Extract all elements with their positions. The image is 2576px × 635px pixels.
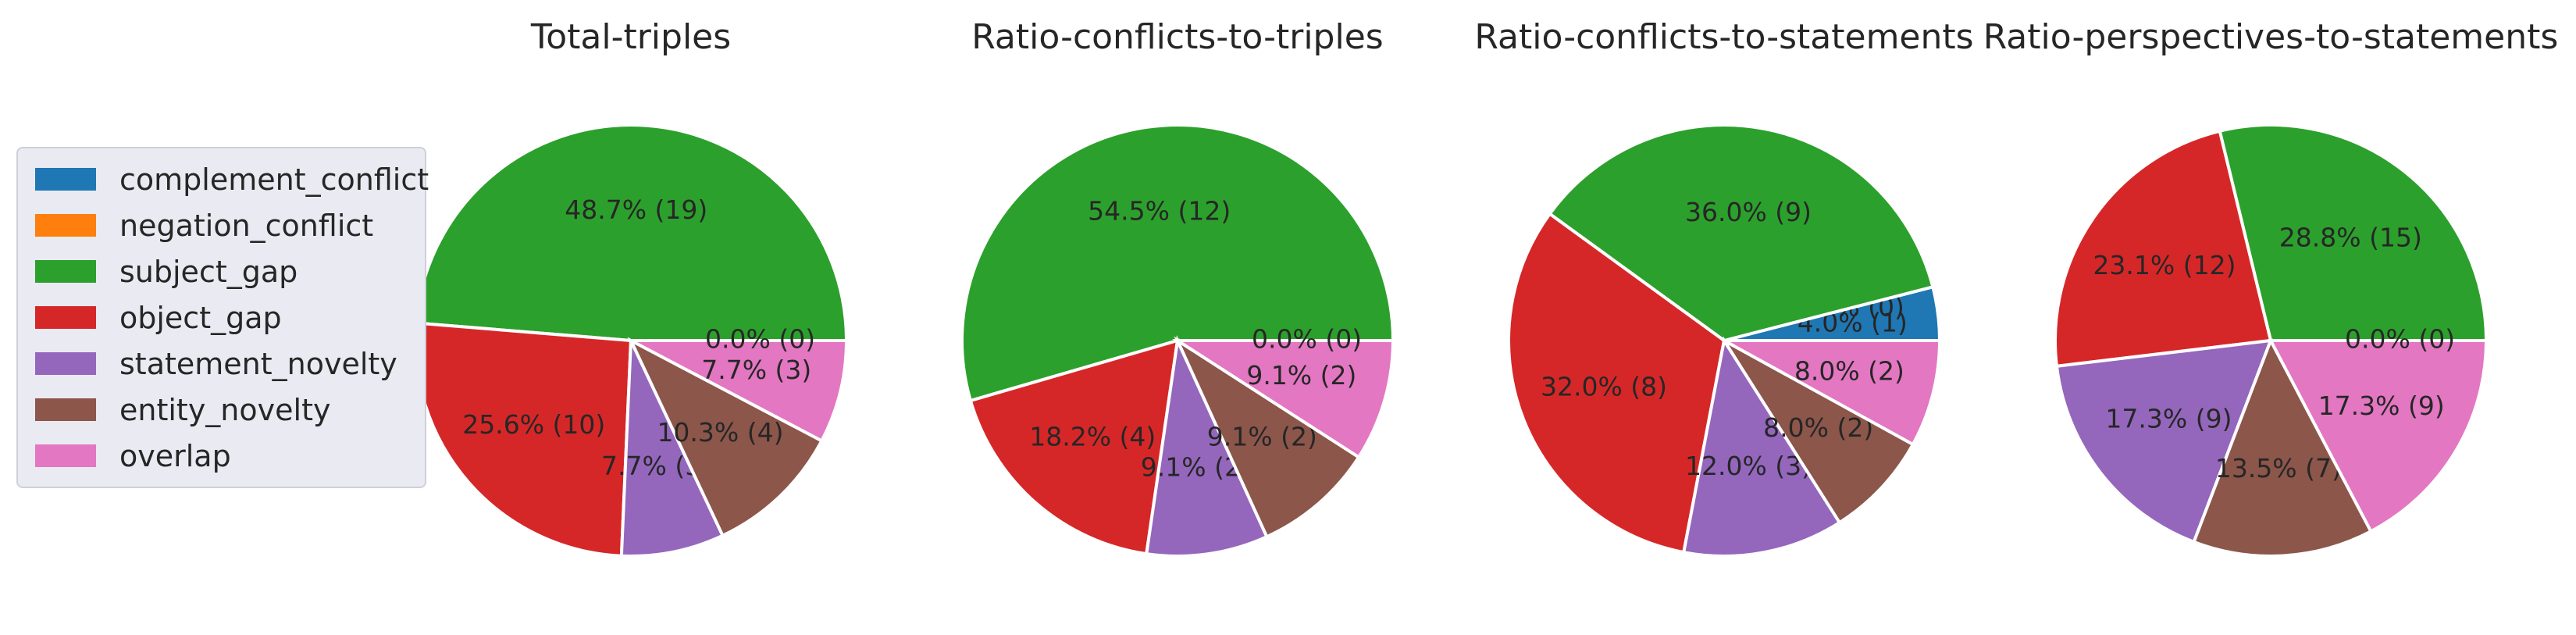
pie-slice-subject-gap <box>1547 123 1935 343</box>
pie-slice-entity-novelty <box>1174 336 1361 539</box>
slice-label: 25.6% (10) <box>462 409 605 440</box>
legend-label: subject_gap <box>119 254 298 289</box>
legend-item-negation-conflict: negation_conflict <box>35 202 425 248</box>
slice-label: 9.1% (2) <box>1246 360 1356 391</box>
legend-label: negation_conflict <box>119 208 374 243</box>
legend-label: overlap <box>119 438 231 473</box>
slice-label: 17.3% (9) <box>2105 403 2232 433</box>
legend-swatch <box>35 214 96 237</box>
slice-label: 54.5% (12) <box>1088 196 1231 227</box>
legend-item-object-gap: object_gap <box>35 294 425 341</box>
pie-slice-overlap <box>630 339 849 444</box>
slice-label: 17.3% (9) <box>2318 391 2445 421</box>
pie-slice-object-gap <box>2054 129 2273 369</box>
legend-swatch <box>35 398 96 421</box>
legend-item-complement-conflict: complement_conflict <box>35 156 429 202</box>
pie-chart-4: Ratio-perspectives-to-statements 28.8% (1… <box>1983 17 2559 558</box>
slice-label: 36.0% (9) <box>1685 197 1812 227</box>
legend-label: object_gap <box>119 300 282 335</box>
legend-item-entity-novelty: entity_novelty <box>35 387 425 433</box>
slice-label: 0.0% (0) <box>705 324 815 355</box>
pie-slice-overlap <box>2268 339 2489 534</box>
slice-label: 0.0% (0) <box>1252 324 1362 355</box>
slice-label: 28.8% (15) <box>2279 222 2422 252</box>
chart-title: Ratio-conflicts-to-statements <box>1474 17 1973 57</box>
legend-swatch <box>35 306 96 329</box>
legend-swatch <box>35 352 96 375</box>
legend-label: statement_novelty <box>119 346 397 381</box>
pie-slice-entity-novelty <box>627 337 825 538</box>
legend-item-subject-gap: subject_gap <box>35 248 425 294</box>
pie-slice-entity-novelty <box>2192 337 2374 558</box>
pie-slice-subject-gap <box>414 123 849 342</box>
legend-label: entity_novelty <box>119 392 331 427</box>
legend-swatch <box>35 168 96 191</box>
slice-label: 23.1% (12) <box>2093 250 2236 280</box>
pie-slice-object-gap <box>1507 211 1726 555</box>
slice-label: 12.0% (3) <box>1685 451 1812 481</box>
slice-label: 48.7% (19) <box>565 194 707 225</box>
pie-slice-overlap <box>1172 339 1395 460</box>
chart-title: Total-triples <box>530 17 731 57</box>
pie-chart-2: Ratio-conflicts-to-triples 54.5% (12) 18.2… <box>960 17 1395 558</box>
chart-title: Ratio-perspectives-to-statements <box>1983 17 2559 57</box>
legend-item-statement-novelty: statement_novelty <box>35 341 425 387</box>
pie-slice-object-gap <box>968 338 1180 556</box>
slice-label: 13.5% (7) <box>2215 453 2342 483</box>
pie-chart-1: Total-triples 48.7% (19) 25.6% (10) 7.7% (3… <box>414 17 849 558</box>
slice-label: 8.0% (2) <box>1763 412 1873 443</box>
legend-swatch <box>35 260 96 283</box>
slice-label: 9.1% (2) <box>1207 422 1317 452</box>
slice-label: 32.0% (8) <box>1541 371 1667 401</box>
slice-label: 8.0% (2) <box>1794 356 1904 387</box>
legend-item-overlap: overlap <box>35 433 425 479</box>
pie-slice-statement-novelty <box>2054 338 2274 544</box>
pie-slice-overlap <box>1723 339 1942 447</box>
slice-label: 18.2% (4) <box>1029 421 1156 451</box>
pie-slice-statement-novelty <box>1144 334 1270 558</box>
pie-slice-statement-novelty <box>619 340 725 558</box>
slice-label: 10.3% (4) <box>657 417 783 448</box>
pie-slice-subject-gap <box>2218 123 2489 342</box>
slice-label: 0.0% (0) <box>2345 324 2455 355</box>
legend-label: complement_conflict <box>119 162 429 197</box>
legend-swatch <box>35 444 96 467</box>
slice-label: 7.7% (3) <box>701 355 811 385</box>
pie-slice-statement-novelty <box>1681 336 1842 558</box>
pie-slice-entity-novelty <box>1723 339 1915 525</box>
chart-title: Ratio-conflicts-to-triples <box>971 17 1383 57</box>
pie-slice-subject-gap <box>960 123 1395 403</box>
